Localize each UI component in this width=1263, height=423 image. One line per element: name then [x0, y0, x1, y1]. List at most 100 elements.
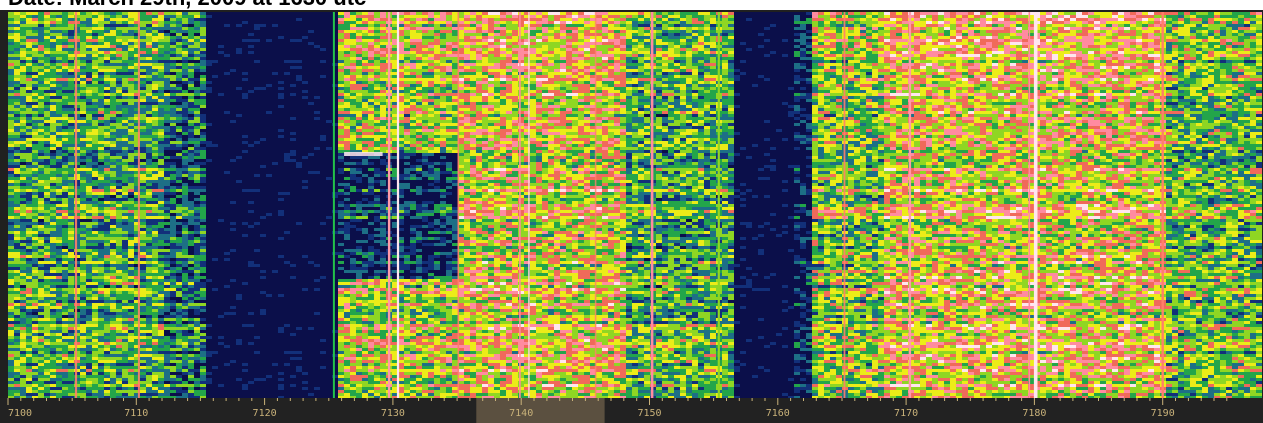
minor-tick: [687, 398, 689, 401]
carrier-line: [717, 12, 720, 398]
minor-tick: [97, 398, 99, 401]
major-tick: [264, 398, 266, 405]
minor-tick: [815, 398, 817, 401]
minor-tick: [1226, 398, 1228, 401]
minor-tick: [238, 398, 240, 401]
frequency-ticks: [7, 398, 1228, 405]
carrier-line: [457, 12, 460, 398]
minor-tick: [546, 398, 548, 401]
frequency-label: 7170: [894, 408, 918, 419]
minor-tick: [803, 398, 804, 401]
minor-tick: [199, 398, 201, 401]
frequency-scale[interactable]: 7100 7110 7120 7130 7140 7150 7160 7170 7180 7190: [0, 398, 1263, 423]
minor-tick: [661, 398, 663, 401]
frequency-label: 7140: [509, 408, 533, 419]
minor-tick: [572, 398, 573, 401]
minor-tick: [379, 398, 381, 401]
minor-tick: [879, 398, 881, 401]
minor-tick: [610, 398, 612, 401]
waterfall-display[interactable]: [8, 12, 1262, 398]
frequency-label: 7120: [253, 408, 277, 419]
minor-tick: [456, 398, 458, 401]
minor-tick: [726, 398, 727, 401]
minor-tick: [20, 398, 22, 401]
major-tick: [392, 398, 394, 405]
minor-tick: [430, 398, 432, 401]
minor-tick: [315, 398, 317, 401]
major-tick: [1162, 398, 1164, 405]
page-caption: Date: March 29th, 2009 at 1630 utc: [8, 0, 366, 10]
minor-tick: [1059, 398, 1061, 401]
minor-tick: [854, 398, 856, 401]
passband-highlight[interactable]: [476, 398, 605, 423]
minor-tick: [71, 398, 73, 401]
carrier-line: [332, 12, 335, 398]
minor-tick: [969, 398, 971, 401]
minor-tick: [443, 398, 445, 401]
minor-tick: [469, 398, 471, 401]
minor-tick: [84, 398, 86, 401]
minor-tick: [341, 398, 343, 401]
minor-tick: [161, 398, 163, 401]
frequency-label: 7160: [766, 408, 790, 419]
minor-tick: [276, 398, 278, 401]
minor-tick: [148, 398, 150, 401]
minor-tick: [1187, 398, 1189, 401]
major-tick: [520, 398, 522, 405]
carrier-line: [650, 12, 654, 398]
carrier-line: [594, 12, 597, 398]
carrier-line: [396, 12, 400, 398]
minor-tick: [790, 398, 792, 401]
carrier-line: [1033, 12, 1038, 398]
minor-tick: [46, 398, 47, 401]
minor-tick: [1110, 398, 1112, 401]
minor-tick: [597, 398, 599, 401]
major-tick: [649, 398, 650, 405]
frequency-label: 7130: [381, 408, 405, 419]
minor-tick: [174, 398, 176, 401]
minor-tick: [405, 398, 407, 401]
minor-tick: [918, 398, 920, 401]
major-tick: [777, 398, 779, 405]
frequency-label: 7150: [637, 408, 661, 419]
minor-tick: [1085, 398, 1087, 401]
minor-tick: [251, 398, 253, 401]
minor-tick: [931, 398, 933, 401]
minor-tick: [418, 398, 420, 401]
carrier-line: [843, 12, 846, 398]
minor-tick: [328, 398, 330, 401]
minor-tick: [1213, 398, 1215, 401]
minor-tick: [738, 398, 740, 401]
carrier-line: [137, 12, 140, 398]
frequency-label: 7190: [1151, 408, 1175, 419]
minor-tick: [636, 398, 638, 401]
minor-tick: [1149, 398, 1151, 401]
minor-tick: [1200, 398, 1202, 401]
minor-tick: [944, 398, 946, 401]
minor-tick: [33, 398, 35, 401]
minor-tick: [1123, 398, 1125, 401]
minor-tick: [751, 398, 753, 401]
frequency-label: 7100: [8, 408, 32, 419]
minor-tick: [764, 398, 766, 401]
waterfall-carriers-layer: [74, 12, 1164, 398]
minor-tick: [982, 398, 984, 401]
waterfall-noise-layer: [8, 12, 1262, 398]
minor-tick: [1136, 398, 1138, 401]
minor-tick: [302, 398, 304, 401]
carrier-line: [74, 12, 78, 398]
frequency-label: 7110: [124, 408, 148, 419]
frequency-label: 7180: [1022, 408, 1046, 419]
minor-tick: [507, 398, 509, 401]
carrier-line: [908, 12, 912, 398]
minor-tick: [495, 398, 496, 401]
minor-tick: [212, 398, 214, 401]
minor-tick: [1098, 398, 1099, 401]
minor-tick: [225, 398, 227, 401]
carrier-line: [1161, 12, 1164, 398]
major-tick: [1033, 398, 1035, 405]
major-tick: [135, 398, 137, 405]
minor-tick: [1021, 398, 1023, 401]
minor-tick: [1046, 398, 1048, 401]
minor-tick: [995, 398, 997, 401]
